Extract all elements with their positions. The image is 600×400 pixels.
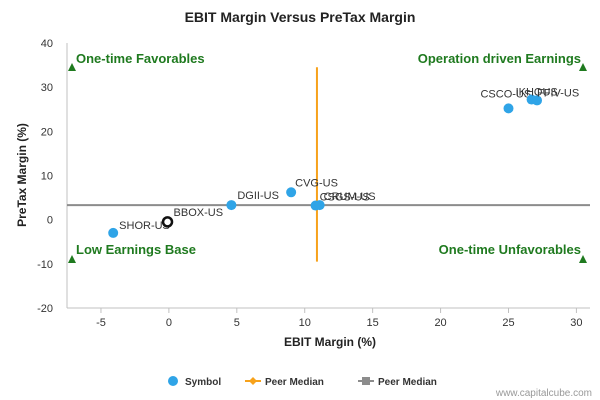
y-tick-label: 0	[47, 215, 53, 227]
x-tick-label: 30	[570, 317, 582, 329]
legend-label: Symbol	[185, 377, 221, 388]
legend-square-marker	[362, 377, 370, 385]
x-tick-label: 20	[434, 317, 446, 329]
data-point-label: FFIV-US	[537, 87, 579, 99]
data-point-label: DGII-US	[237, 190, 279, 202]
plot-area: -5 0 5 10 15 20 25 30 -20 -10 0 10 20 30 40 One-time Fa…	[37, 38, 590, 329]
x-tick-label: 15	[367, 317, 379, 329]
data-point	[532, 95, 543, 106]
y-tick-label: 40	[41, 38, 53, 50]
legend-label: Peer Median	[265, 377, 324, 388]
legend: Symbol Peer Median Peer Median	[168, 376, 437, 388]
data-point-label: CSGS-US	[320, 192, 370, 204]
x-tick-label: 25	[502, 317, 514, 329]
x-axis-title: EBIT Margin (%)	[284, 335, 376, 349]
quadrant-marker-top-left	[68, 63, 76, 71]
data-point-label: IKHQUS	[516, 87, 558, 99]
quadrant-marker-bottom-right	[579, 255, 587, 263]
data-point	[226, 200, 237, 211]
y-tick-label: -20	[37, 303, 53, 315]
quadrant-label-top-left: One-time Favorables	[76, 51, 205, 66]
quadrant-label-bottom-left: Low Earnings Base	[76, 242, 196, 257]
legend-symbol-marker	[168, 376, 178, 386]
y-tick-label: 30	[41, 82, 53, 94]
x-tick-label: 10	[299, 317, 311, 329]
credit-text: www.capitalcube.com	[495, 388, 592, 399]
y-tick-label: 20	[41, 126, 53, 138]
legend-label: Peer Median	[378, 377, 437, 388]
legend-diamond-marker	[249, 377, 257, 385]
data-point-label: CSCO-US	[480, 88, 531, 100]
data-point-highlighted	[161, 216, 174, 228]
x-tick-label: 0	[166, 317, 172, 329]
quadrant-marker-top-right	[579, 63, 587, 71]
chart-title: EBIT Margin Versus PreTax Margin	[185, 9, 416, 25]
x-tick-label: 5	[234, 317, 240, 329]
quadrant-label-bottom-right: One-time Unfavorables	[439, 242, 581, 257]
quadrant-marker-bottom-left	[68, 255, 76, 263]
quadrant-label-top-right: Operation driven Earnings	[418, 51, 581, 66]
data-point	[286, 187, 297, 198]
x-tick-label: -5	[96, 317, 106, 329]
y-tick-label: -10	[37, 259, 53, 271]
data-point	[314, 200, 325, 211]
data-point	[108, 227, 119, 238]
y-axis-title: PreTax Margin (%)	[15, 123, 29, 227]
data-point-label: SHOR-US	[119, 220, 170, 232]
data-point-label: CVG-US	[295, 177, 338, 189]
data-point-label: CRUM-US	[324, 191, 376, 203]
data-point-label: BBOX-US	[174, 207, 224, 219]
data-point	[503, 103, 514, 114]
y-tick-label: 10	[41, 171, 53, 183]
